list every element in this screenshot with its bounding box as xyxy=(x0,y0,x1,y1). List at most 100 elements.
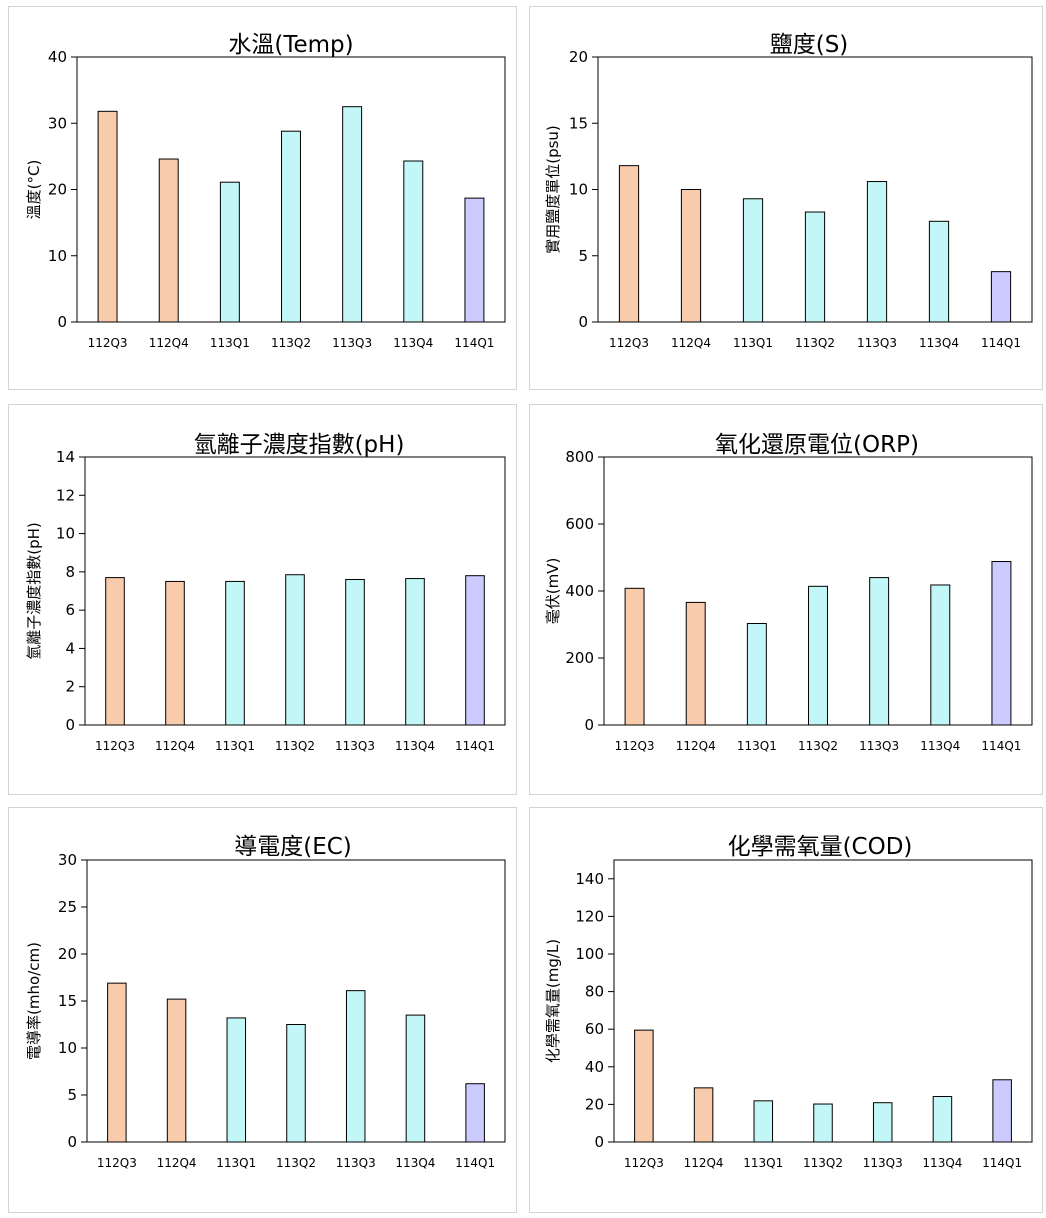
cod-bar-113Q2 xyxy=(813,1103,833,1143)
ph-x-tick-label: 112Q3 xyxy=(95,739,135,753)
ec-y-tick-label: 30 xyxy=(58,851,77,869)
temp-y-tick-label: 10 xyxy=(48,247,67,265)
cod-plot-area xyxy=(613,859,1033,1143)
ec-bar-112Q3 xyxy=(107,982,127,1143)
salinity-chart-panel: 鹽度(S) 0 5 10 15 20 實用鹽度單位(psu) 112Q3 112Q4 113Q1 1… xyxy=(529,6,1043,390)
cod-x-tick-label: 113Q1 xyxy=(743,1156,783,1170)
ec-chart-panel: 導電度(EC) 0 5 10 15 20 25 30 電導率(mho/cm) 112Q3 112Q4… xyxy=(8,807,517,1213)
temp-y-tick-label: 30 xyxy=(48,114,67,132)
ec-chart-title: 導電度(EC) xyxy=(234,834,352,860)
ph-x-tick-label: 113Q2 xyxy=(275,739,315,753)
orp-x-tick-label: 112Q4 xyxy=(676,739,716,753)
salinity-bar-112Q4 xyxy=(680,189,702,323)
ec-x-tick-label: 112Q4 xyxy=(157,1156,197,1170)
ec-bar-112Q4 xyxy=(166,998,187,1143)
temp-x-tick-label: 113Q2 xyxy=(271,336,311,350)
cod-x-tick-label: 112Q4 xyxy=(684,1156,724,1170)
salinity-bar-113Q2 xyxy=(804,211,826,323)
ph-y-tick-label: 0 xyxy=(65,716,75,734)
salinity-bar-112Q3 xyxy=(618,165,640,323)
cod-y-tick-label: 60 xyxy=(585,1020,604,1038)
salinity-x-tick-label: 112Q3 xyxy=(609,336,649,350)
orp-y-tick-label: 400 xyxy=(565,582,594,600)
temp-bar-112Q3 xyxy=(97,110,118,323)
ec-x-tick-label: 114Q1 xyxy=(455,1156,495,1170)
temp-x-tick-label: 114Q1 xyxy=(454,336,494,350)
salinity-y-axis-label: 實用鹽度單位(psu) xyxy=(544,125,562,254)
salinity-x-tick-label: 112Q4 xyxy=(671,336,711,350)
temp-bar-113Q2 xyxy=(281,130,301,323)
salinity-y-tick-label: 20 xyxy=(569,48,588,66)
orp-y-tick-label: 600 xyxy=(565,515,594,533)
temp-y-tick-label: 40 xyxy=(48,48,67,66)
ec-x-tick-label: 113Q4 xyxy=(395,1156,435,1170)
orp-chart-title: 氧化還原電位(ORP) xyxy=(715,432,919,458)
temp-y-tick-label: 20 xyxy=(48,181,67,199)
ec-bar-114Q1 xyxy=(465,1083,485,1143)
orp-y-tick-label: 800 xyxy=(565,448,594,466)
salinity-y-tick-label: 5 xyxy=(578,247,588,265)
salinity-x-tick-label: 114Q1 xyxy=(981,336,1021,350)
salinity-bar-114Q1 xyxy=(990,271,1012,323)
cod-x-tick-label: 114Q1 xyxy=(982,1156,1022,1170)
salinity-x-tick-label: 113Q4 xyxy=(919,336,959,350)
temp-x-tick-label: 112Q4 xyxy=(149,336,189,350)
ph-y-tick-label: 12 xyxy=(56,486,75,504)
ec-y-axis-label: 電導率(mho/cm) xyxy=(25,942,43,1060)
cod-chart: 化學需氧量(COD) 0 20 40 60 80 100 120 140 化學需氧量(mg/L) 1… xyxy=(544,834,1033,1170)
cod-bar-112Q3 xyxy=(634,1029,654,1143)
cod-y-tick-label: 140 xyxy=(575,870,604,888)
cod-y-tick-label: 20 xyxy=(585,1095,604,1113)
temp-bar-112Q4 xyxy=(158,158,179,323)
orp-chart: 氧化還原電位(ORP) 0 200 400 600 800 毫伏(mV) 112Q3 112Q4… xyxy=(544,432,1033,753)
cod-y-tick-label: 120 xyxy=(575,907,604,925)
cod-bar-113Q1 xyxy=(753,1100,774,1143)
ec-y-tick-label: 25 xyxy=(58,898,77,916)
salinity-y-tick-label: 0 xyxy=(578,313,588,331)
temp-x-tick-label: 113Q4 xyxy=(393,336,433,350)
cod-x-tick-label: 113Q2 xyxy=(803,1156,843,1170)
salinity-chart: 鹽度(S) 0 5 10 15 20 實用鹽度單位(psu) 112Q3 112Q4 113Q1 1… xyxy=(544,32,1033,350)
ec-y-tick-label: 10 xyxy=(58,1039,77,1057)
temp-chart-title: 水溫(Temp) xyxy=(228,32,353,58)
temp-y-tick-label: 0 xyxy=(57,313,67,331)
salinity-x-tick-label: 113Q3 xyxy=(857,336,897,350)
cod-bar-114Q1 xyxy=(992,1079,1012,1143)
cod-chart-panel: 化學需氧量(COD) 0 20 40 60 80 100 120 140 化學需氧量(mg/L) 1… xyxy=(529,807,1043,1213)
ph-bar-113Q2 xyxy=(285,574,305,726)
ec-bar-113Q3 xyxy=(345,990,366,1143)
temp-bar-113Q1 xyxy=(219,181,240,323)
ph-y-tick-label: 6 xyxy=(65,601,75,619)
orp-bar-113Q2 xyxy=(808,585,828,726)
salinity-bar-113Q1 xyxy=(742,198,764,323)
orp-bar-113Q4 xyxy=(930,584,951,726)
ph-chart: 氫離子濃度指數(pH) 0 2 4 6 8 10 12 14 氫離子濃度指數(pH) 112Q3 11… xyxy=(25,432,506,753)
orp-bar-113Q3 xyxy=(869,577,890,726)
salinity-x-tick-label: 113Q1 xyxy=(733,336,773,350)
cod-x-tick-label: 113Q4 xyxy=(922,1156,962,1170)
orp-x-tick-label: 112Q3 xyxy=(615,739,655,753)
salinity-y-tick-label: 10 xyxy=(569,181,588,199)
ph-bar-112Q4 xyxy=(165,580,185,726)
ph-y-tick-label: 14 xyxy=(56,448,75,466)
temp-bar-113Q3 xyxy=(342,106,363,323)
ph-bar-113Q1 xyxy=(225,580,245,726)
ec-y-tick-label: 15 xyxy=(58,992,77,1010)
orp-bar-113Q1 xyxy=(746,622,767,726)
cod-y-tick-label: 40 xyxy=(585,1058,604,1076)
cod-y-tick-label: 0 xyxy=(594,1133,604,1151)
temp-x-tick-label: 113Q1 xyxy=(210,336,250,350)
orp-chart-panel: 氧化還原電位(ORP) 0 200 400 600 800 毫伏(mV) 112Q3 112Q4… xyxy=(529,404,1043,795)
orp-x-tick-label: 113Q3 xyxy=(859,739,899,753)
ph-bar-114Q1 xyxy=(465,575,485,726)
ph-y-tick-label: 2 xyxy=(65,678,75,696)
temp-x-tick-label: 113Q3 xyxy=(332,336,372,350)
ec-bar-113Q2 xyxy=(286,1024,306,1143)
temp-bar-114Q1 xyxy=(464,197,485,323)
temp-bar-113Q4 xyxy=(403,160,424,323)
orp-x-tick-label: 113Q1 xyxy=(737,739,777,753)
cod-bar-113Q3 xyxy=(872,1102,893,1143)
ph-x-tick-label: 112Q4 xyxy=(155,739,195,753)
ph-y-tick-label: 4 xyxy=(65,639,75,657)
ph-y-axis-label: 氫離子濃度指數(pH) xyxy=(25,522,43,660)
